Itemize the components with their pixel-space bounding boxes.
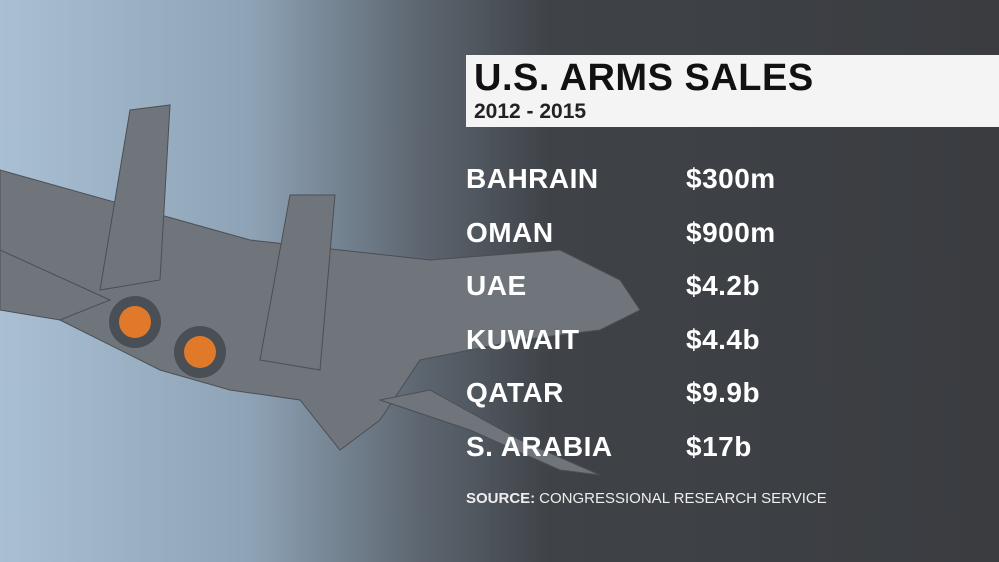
country: KUWAIT (466, 323, 580, 355)
amount: $9.9b (686, 377, 761, 408)
table-row: QATAR $9.9b (466, 377, 966, 417)
amount: $4.2b (686, 270, 761, 301)
table-row: KUWAIT $4.4b (466, 324, 966, 364)
country: OMAN (466, 216, 554, 248)
country: BAHRAIN (466, 163, 599, 194)
source-text: CONGRESSIONAL RESEARCH SERVICE (539, 490, 827, 507)
subtitle: 2012 - 2015 (474, 100, 587, 123)
table-row: S. ARABIA $17b (466, 431, 966, 471)
amount: $4.4b (686, 323, 761, 355)
table-row: OMAN $900m (466, 217, 966, 257)
source-label: SOURCE: (466, 490, 536, 507)
table-row: UAE $4.2b (466, 270, 966, 310)
amount: $900m (686, 216, 776, 248)
header: U.S. ARMS SALES 2012 - 2015 (466, 55, 999, 127)
source: SOURCE: CONGRESSIONAL RESEARCH SERVICE (466, 490, 827, 507)
title: U.S. ARMS SALES (474, 57, 814, 99)
country: S. ARABIA (466, 430, 613, 462)
amount: $300m (686, 163, 776, 194)
country: QATAR (466, 377, 564, 408)
country: UAE (466, 270, 527, 301)
amount: $17b (686, 430, 752, 462)
table-row: BAHRAIN $300m (466, 163, 966, 203)
